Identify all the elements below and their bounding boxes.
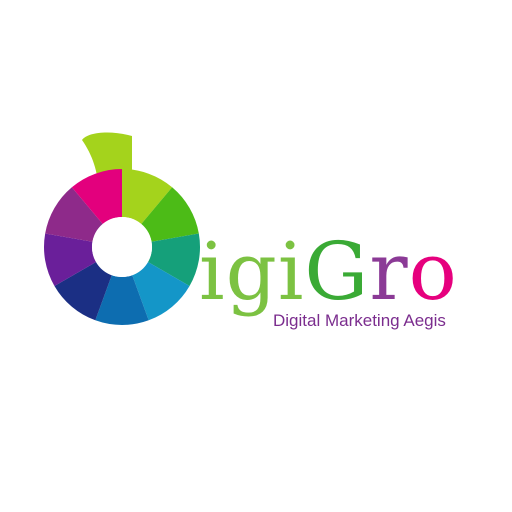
wordmark-letter-6: o <box>408 225 458 318</box>
wordmark-letter-5: r <box>369 225 409 318</box>
wordmark: igiGro <box>199 232 458 312</box>
wordmark-letter-3: i <box>277 225 305 318</box>
mark-segment-9 <box>71 169 122 225</box>
mark-center-hole <box>92 217 152 277</box>
mark-segment-7 <box>44 233 97 286</box>
wordmark-letter-4: G <box>304 225 370 318</box>
mark-segment-2 <box>141 187 199 242</box>
mark-segment-4 <box>132 262 190 321</box>
mark-segment-5 <box>95 275 149 325</box>
mark-segment-6 <box>54 262 112 321</box>
wordmark-letter-2: g <box>225 225 278 318</box>
mark-segment-3 <box>147 233 200 286</box>
tagline: Digital Marketing Aegis <box>273 311 446 330</box>
mark-segment-1 <box>122 169 173 225</box>
mark-segment-8 <box>45 187 103 242</box>
wordmark-letter-1: i <box>199 225 226 318</box>
